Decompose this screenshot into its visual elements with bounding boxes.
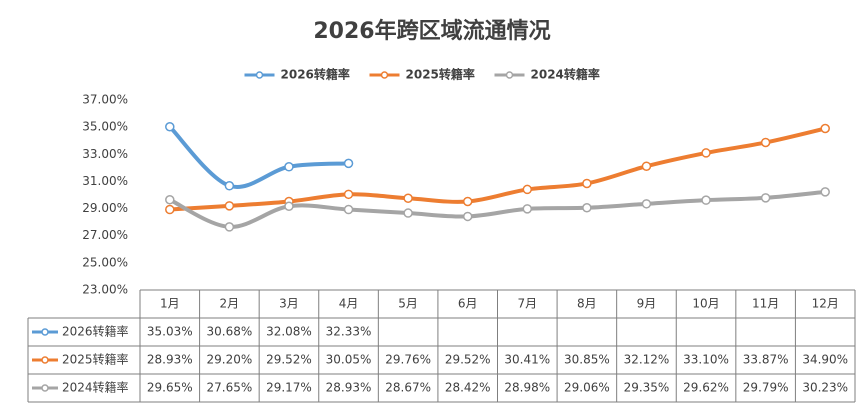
- table-cell: 28.67%: [385, 381, 431, 395]
- legend-label: 2024转籍率: [531, 67, 600, 82]
- row-marker: [41, 356, 49, 364]
- data-point: [165, 204, 175, 215]
- table-cell: 30.85%: [564, 353, 610, 367]
- x-tick-label: 12月: [812, 297, 839, 311]
- table-cell: 28.42%: [445, 381, 491, 395]
- data-point: [641, 161, 652, 171]
- data-point: [403, 208, 413, 218]
- series-line: [167, 126, 828, 212]
- legend-label: 2026转籍率: [281, 67, 350, 82]
- table-cell: 30.68%: [206, 325, 252, 339]
- data-point: [343, 204, 354, 215]
- table-cell: 30.05%: [326, 353, 372, 367]
- x-tick-label: 6月: [458, 297, 478, 311]
- data-point: [760, 193, 771, 203]
- data-point: [165, 195, 175, 205]
- y-tick-label: 27.00%: [82, 228, 128, 242]
- x-tick-label: 9月: [637, 297, 657, 311]
- y-tick-label: 37.00%: [82, 93, 128, 107]
- table-cell: 34.90%: [802, 353, 848, 367]
- table-cell: 29.76%: [385, 353, 431, 367]
- x-tick-label: 5月: [398, 297, 418, 311]
- table-cell: 32.08%: [266, 325, 312, 339]
- data-point: [224, 181, 235, 191]
- y-tick-label: 33.00%: [82, 147, 128, 161]
- data-point: [582, 178, 592, 189]
- x-tick-label: 10月: [692, 297, 719, 311]
- row-marker: [41, 384, 49, 392]
- data-point: [343, 189, 354, 200]
- legend-marker: [505, 71, 514, 79]
- legend-label: 2025转籍率: [406, 67, 475, 82]
- x-tick-label: 7月: [517, 297, 537, 311]
- data-point: [582, 203, 592, 213]
- table-cell: 29.52%: [445, 353, 491, 367]
- table-cell: 29.62%: [683, 381, 729, 395]
- y-tick-label: 25.00%: [82, 255, 128, 269]
- table-cell: 29.79%: [743, 381, 789, 395]
- table-cell: 29.52%: [266, 353, 312, 367]
- row-label: 2026转籍率: [62, 324, 129, 339]
- data-point: [284, 201, 294, 212]
- y-tick-label: 29.00%: [82, 201, 128, 215]
- table-cell: 29.35%: [624, 381, 670, 395]
- chart-title: 2026年跨区域流通情况: [313, 18, 550, 44]
- data-point: [165, 121, 175, 132]
- data-point: [760, 137, 771, 148]
- table-cell: 28.93%: [326, 381, 372, 395]
- series-line: [167, 124, 351, 189]
- data-point: [224, 222, 235, 232]
- data-point: [522, 184, 533, 195]
- table-cell: 35.03%: [147, 325, 193, 339]
- legend-marker: [255, 71, 264, 79]
- table-cell: 33.87%: [743, 353, 789, 367]
- data-point: [403, 193, 413, 204]
- x-tick-label: 2月: [220, 297, 240, 311]
- table-cell: 28.98%: [504, 381, 550, 395]
- table-cell: 29.65%: [147, 381, 193, 395]
- data-point: [462, 196, 473, 207]
- row-marker: [41, 328, 49, 336]
- x-tick-label: 11月: [752, 297, 779, 311]
- data-point: [701, 148, 711, 158]
- table-cell: 33.10%: [683, 353, 729, 367]
- x-tick-label: 4月: [339, 297, 359, 311]
- data-point: [462, 211, 473, 222]
- data-point: [701, 195, 711, 205]
- table-cell: 30.23%: [802, 381, 848, 395]
- data-point: [820, 187, 830, 197]
- table-cell: 29.17%: [266, 381, 312, 395]
- data-point: [224, 201, 235, 211]
- data-point: [820, 123, 830, 134]
- table-cell: 29.06%: [564, 381, 610, 395]
- data-point: [641, 199, 652, 209]
- y-tick-label: 35.00%: [82, 120, 128, 134]
- x-tick-label: 1月: [160, 297, 180, 311]
- table-cell: 30.41%: [504, 353, 550, 367]
- table-cell: 29.20%: [206, 353, 252, 367]
- data-point: [284, 162, 294, 172]
- x-tick-label: 8月: [577, 297, 597, 311]
- row-label: 2024转籍率: [62, 380, 129, 395]
- table-cell: 28.93%: [147, 353, 193, 367]
- data-point: [343, 158, 354, 169]
- legend-marker: [380, 71, 389, 79]
- table-cell: 32.12%: [624, 353, 670, 367]
- table-cell: 32.33%: [326, 325, 372, 339]
- y-tick-label: 23.00%: [82, 283, 128, 297]
- table-cell: 27.65%: [206, 381, 252, 395]
- y-tick-label: 31.00%: [82, 174, 128, 188]
- data-point: [522, 204, 533, 214]
- x-tick-label: 3月: [279, 297, 299, 311]
- row-label: 2025转籍率: [62, 352, 129, 367]
